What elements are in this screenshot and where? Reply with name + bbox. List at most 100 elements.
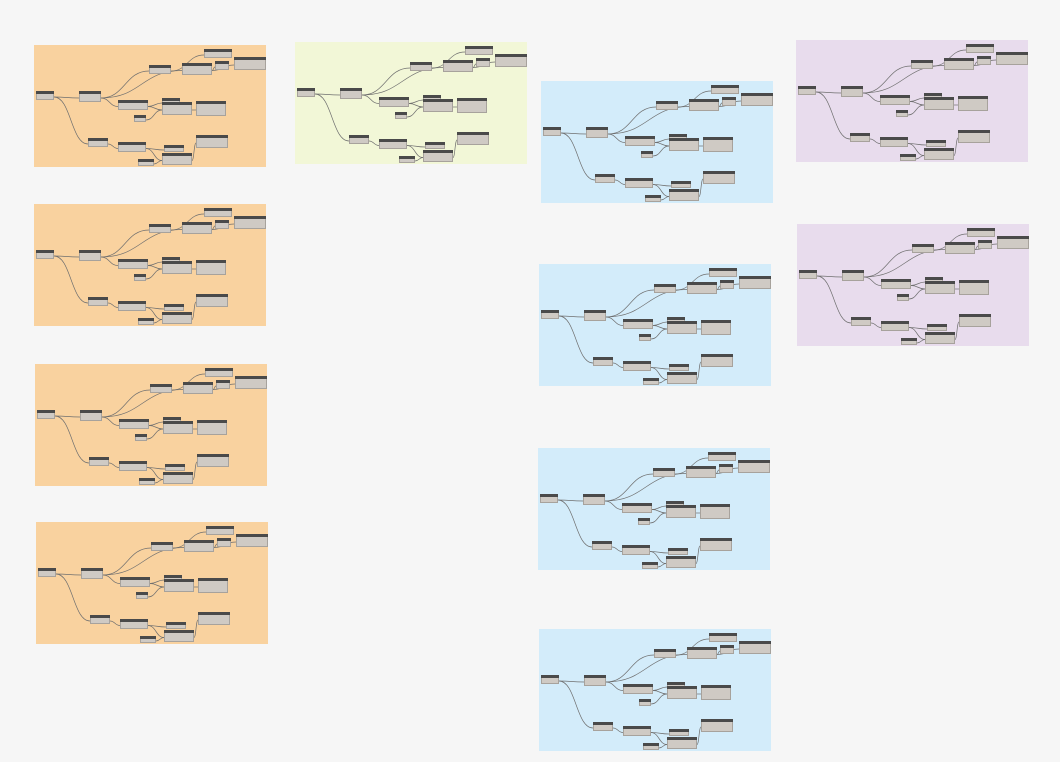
connector-wire[interactable] <box>100 256 119 266</box>
graph-node[interactable] <box>669 364 689 371</box>
connector-wire[interactable] <box>907 104 925 116</box>
graph-node[interactable] <box>162 261 192 274</box>
graph-node[interactable] <box>540 494 558 503</box>
connector-wire[interactable] <box>145 148 163 161</box>
graph-node[interactable] <box>653 468 675 477</box>
graph-node[interactable] <box>340 88 362 99</box>
connector-wire[interactable] <box>909 97 925 102</box>
graph-node[interactable] <box>709 633 737 642</box>
connector-wire[interactable] <box>109 620 121 626</box>
connector-wire[interactable] <box>612 362 624 368</box>
graph-node[interactable] <box>912 244 934 253</box>
graph-node[interactable] <box>656 101 678 110</box>
node-group[interactable] <box>34 204 266 326</box>
graph-node[interactable] <box>234 216 266 229</box>
connector-wire[interactable] <box>408 99 424 104</box>
connector-wire[interactable] <box>558 315 585 318</box>
graph-node[interactable] <box>654 284 676 293</box>
connector-wire[interactable] <box>614 179 626 185</box>
node-group[interactable] <box>35 364 267 486</box>
graph-node[interactable] <box>925 332 955 344</box>
connector-wire[interactable] <box>908 327 926 340</box>
connector-wire[interactable] <box>652 145 670 157</box>
graph-node[interactable] <box>881 279 911 289</box>
graph-node[interactable] <box>89 457 109 466</box>
connector-wire[interactable] <box>916 339 926 344</box>
graph-node[interactable] <box>541 675 559 684</box>
connector-wire[interactable] <box>361 67 444 96</box>
connector-wire[interactable] <box>53 96 80 99</box>
graph-node[interactable] <box>465 46 493 55</box>
graph-node[interactable] <box>163 472 193 484</box>
graph-node[interactable] <box>625 178 653 188</box>
graph-node[interactable] <box>643 743 659 750</box>
graph-node[interactable] <box>162 153 192 165</box>
graph-node[interactable] <box>739 276 771 289</box>
graph-node[interactable] <box>119 419 149 429</box>
graph-node[interactable] <box>379 139 407 149</box>
graph-node[interactable] <box>163 421 193 434</box>
graph-node[interactable] <box>996 52 1028 65</box>
graph-node[interactable] <box>584 675 606 686</box>
graph-node[interactable] <box>134 274 146 281</box>
connector-wire[interactable] <box>605 681 624 691</box>
graph-node[interactable] <box>410 62 432 71</box>
connector-wire[interactable] <box>100 229 150 258</box>
graph-node[interactable] <box>645 195 661 202</box>
connector-wire[interactable] <box>915 155 925 160</box>
connector-wire[interactable] <box>658 744 668 749</box>
graph-node[interactable] <box>162 312 192 324</box>
graph-node[interactable] <box>851 317 871 326</box>
graph-node[interactable] <box>977 56 991 65</box>
connector-wire[interactable] <box>314 93 341 96</box>
graph-node[interactable] <box>880 137 908 147</box>
connector-wire[interactable] <box>145 268 163 280</box>
graph-node[interactable] <box>668 548 688 555</box>
connector-wire[interactable] <box>696 361 702 380</box>
connector-wire[interactable] <box>147 102 163 107</box>
graph-node[interactable] <box>149 65 171 74</box>
connector-wire[interactable] <box>557 499 584 502</box>
graph-node[interactable] <box>196 294 228 307</box>
graph-node[interactable] <box>703 137 733 152</box>
connector-wire[interactable] <box>148 421 164 426</box>
graph-node[interactable] <box>623 361 651 371</box>
connector-wire[interactable] <box>414 157 424 162</box>
graph-node[interactable] <box>134 115 146 122</box>
connector-wire[interactable] <box>408 103 424 108</box>
connector-wire[interactable] <box>863 249 913 278</box>
connector-wire[interactable] <box>147 265 163 270</box>
graph-node[interactable] <box>687 282 717 294</box>
graph-node[interactable] <box>686 466 716 478</box>
graph-node[interactable] <box>197 454 229 467</box>
connector-wire[interactable] <box>560 132 596 181</box>
connector-wire[interactable] <box>650 367 668 380</box>
graph-node[interactable] <box>215 61 229 70</box>
graph-node[interactable] <box>622 503 652 513</box>
graph-node[interactable] <box>196 101 226 116</box>
connector-wire[interactable] <box>55 573 82 576</box>
connector-wire[interactable] <box>101 389 184 418</box>
connector-wire[interactable] <box>869 138 881 144</box>
connector-wire[interactable] <box>108 462 120 468</box>
graph-node[interactable] <box>643 378 659 385</box>
graph-node[interactable] <box>709 268 737 277</box>
connector-wire[interactable] <box>102 547 185 576</box>
graph-node[interactable] <box>881 321 909 331</box>
connector-wire[interactable] <box>607 106 690 135</box>
graph-node[interactable] <box>711 85 739 94</box>
graph-node[interactable] <box>136 592 148 599</box>
node-group[interactable] <box>538 448 770 570</box>
graph-node[interactable] <box>739 641 771 654</box>
connector-wire[interactable] <box>863 276 882 286</box>
connector-wire[interactable] <box>193 619 199 638</box>
graph-node[interactable] <box>959 314 991 327</box>
connector-wire[interactable] <box>54 415 81 418</box>
graph-node[interactable] <box>639 699 651 706</box>
graph-node[interactable] <box>196 260 226 275</box>
connector-wire[interactable] <box>604 473 654 502</box>
graph-node[interactable] <box>978 240 992 249</box>
graph-node[interactable] <box>349 135 369 144</box>
graph-node[interactable] <box>476 58 490 67</box>
